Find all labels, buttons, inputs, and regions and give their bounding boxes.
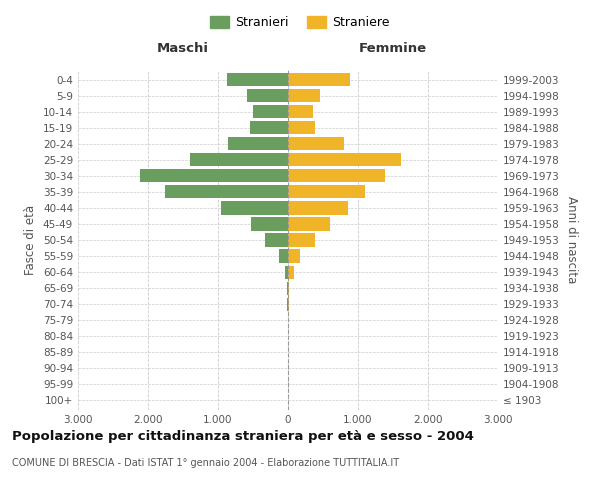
Bar: [287, 282, 288, 294]
Bar: [288, 282, 289, 294]
Text: Maschi: Maschi: [157, 42, 209, 55]
Text: COMUNE DI BRESCIA - Dati ISTAT 1° gennaio 2004 - Elaborazione TUTTITALIA.IT: COMUNE DI BRESCIA - Dati ISTAT 1° gennai…: [12, 458, 399, 468]
Text: Popolazione per cittadinanza straniera per età e sesso - 2004: Popolazione per cittadinanza straniera p…: [12, 430, 474, 443]
Bar: [288, 298, 289, 310]
Bar: [288, 153, 401, 166]
Text: Femmine: Femmine: [359, 42, 427, 55]
Bar: [190, 153, 288, 166]
Bar: [288, 218, 330, 230]
Bar: [221, 202, 288, 214]
Bar: [288, 234, 314, 246]
Bar: [288, 89, 320, 102]
Bar: [265, 234, 288, 246]
Bar: [228, 137, 288, 150]
Bar: [247, 89, 288, 102]
Bar: [253, 105, 288, 118]
Y-axis label: Anni di nascita: Anni di nascita: [565, 196, 578, 284]
Bar: [288, 137, 344, 150]
Bar: [227, 73, 288, 86]
Bar: [288, 266, 293, 278]
Bar: [288, 73, 350, 86]
Bar: [288, 170, 385, 182]
Bar: [288, 250, 300, 262]
Bar: [288, 202, 348, 214]
Bar: [165, 186, 288, 198]
Bar: [287, 298, 288, 310]
Bar: [284, 266, 288, 278]
Bar: [288, 121, 314, 134]
Bar: [288, 105, 313, 118]
Bar: [279, 250, 288, 262]
Bar: [251, 218, 288, 230]
Y-axis label: Fasce di età: Fasce di età: [25, 205, 37, 275]
Bar: [250, 121, 288, 134]
Legend: Stranieri, Straniere: Stranieri, Straniere: [205, 11, 395, 34]
Bar: [140, 170, 288, 182]
Bar: [288, 186, 365, 198]
